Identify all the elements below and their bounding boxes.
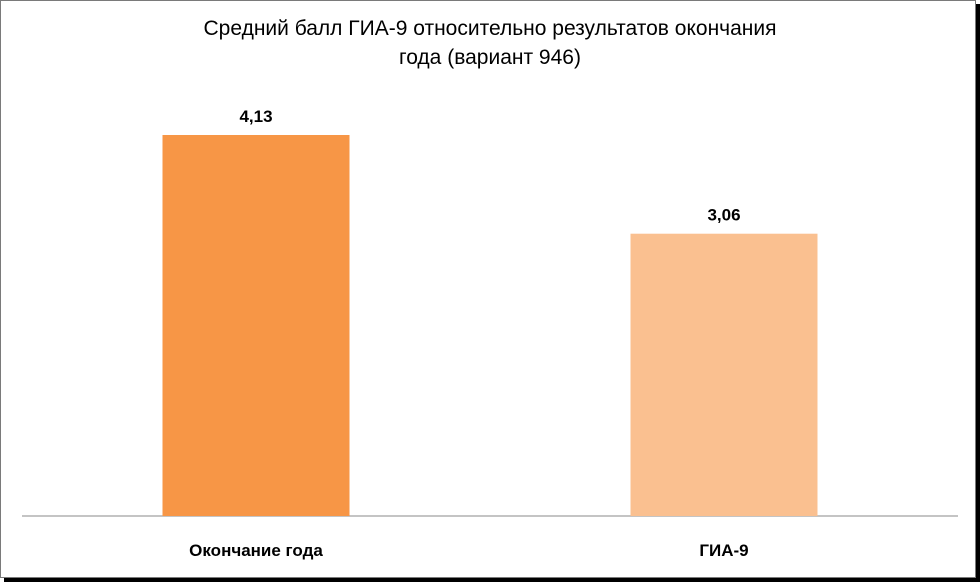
bar-1 [162, 135, 350, 516]
bar-2 [630, 233, 818, 516]
bars-group [162, 135, 818, 516]
chart-title-line-2: года (вариант 946) [399, 46, 581, 69]
data-label-1: 4,13 [239, 107, 272, 126]
labels-group: 4,13 Окончание года 3,06 ГИА-9 [189, 107, 748, 560]
category-label-1: Окончание года [189, 541, 323, 560]
chart-title-line-1: Средний балл ГИА-9 относительно результа… [203, 17, 777, 40]
chart-title: Средний балл ГИА-9 относительно результа… [0, 14, 980, 72]
category-label-2: ГИА-9 [699, 541, 748, 560]
data-label-2: 3,06 [707, 206, 740, 225]
